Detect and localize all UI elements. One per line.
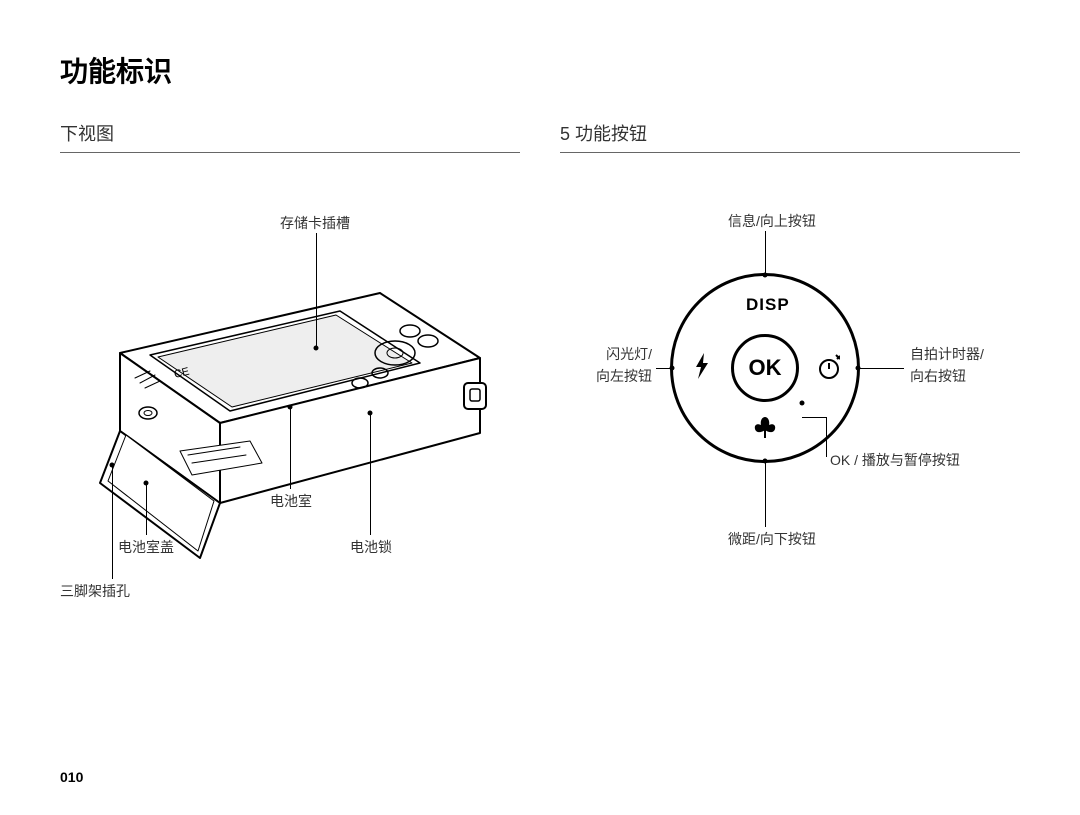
control-dial: OK DISP [660,263,870,473]
label-info-up: 信息/向上按钮 [728,211,816,231]
left-column: 下视图 [60,120,520,663]
label-macro-down: 微距/向下按钮 [728,529,816,549]
flash-icon [692,352,712,383]
timer-icon [818,351,840,384]
page-title: 功能标识 [60,50,1020,90]
macro-icon [752,415,778,442]
label-tripod-socket: 三脚架插孔 [60,581,130,601]
label-battery-lock: 电池锁 [350,537,392,557]
label-battery-chamber: 电池室 [270,491,312,511]
label-ok-play: OK / 播放与暂停按钮 [830,450,960,470]
label-battery-cover: 电池室盖 [118,537,174,557]
label-timer-right-1: 自拍计时器/ [910,344,984,364]
section-title-left: 下视图 [60,120,520,153]
page-number: 010 [60,769,83,785]
section-title-right: 5 功能按钮 [560,120,1020,153]
label-timer-right-2: 向右按钮 [910,366,966,386]
ok-button: OK [731,334,799,402]
label-flash-left-2: 向左按钮 [570,366,652,386]
camera-bottom-diagram: CE 存储卡 [60,183,520,663]
control-dial-diagram: OK DISP [560,183,1020,663]
label-card-slot: 存储卡插槽 [280,213,350,233]
label-flash-left-1: 闪光灯/ [570,344,652,364]
right-column: 5 功能按钮 OK DISP [560,120,1020,663]
disp-label: DISP [746,295,790,315]
